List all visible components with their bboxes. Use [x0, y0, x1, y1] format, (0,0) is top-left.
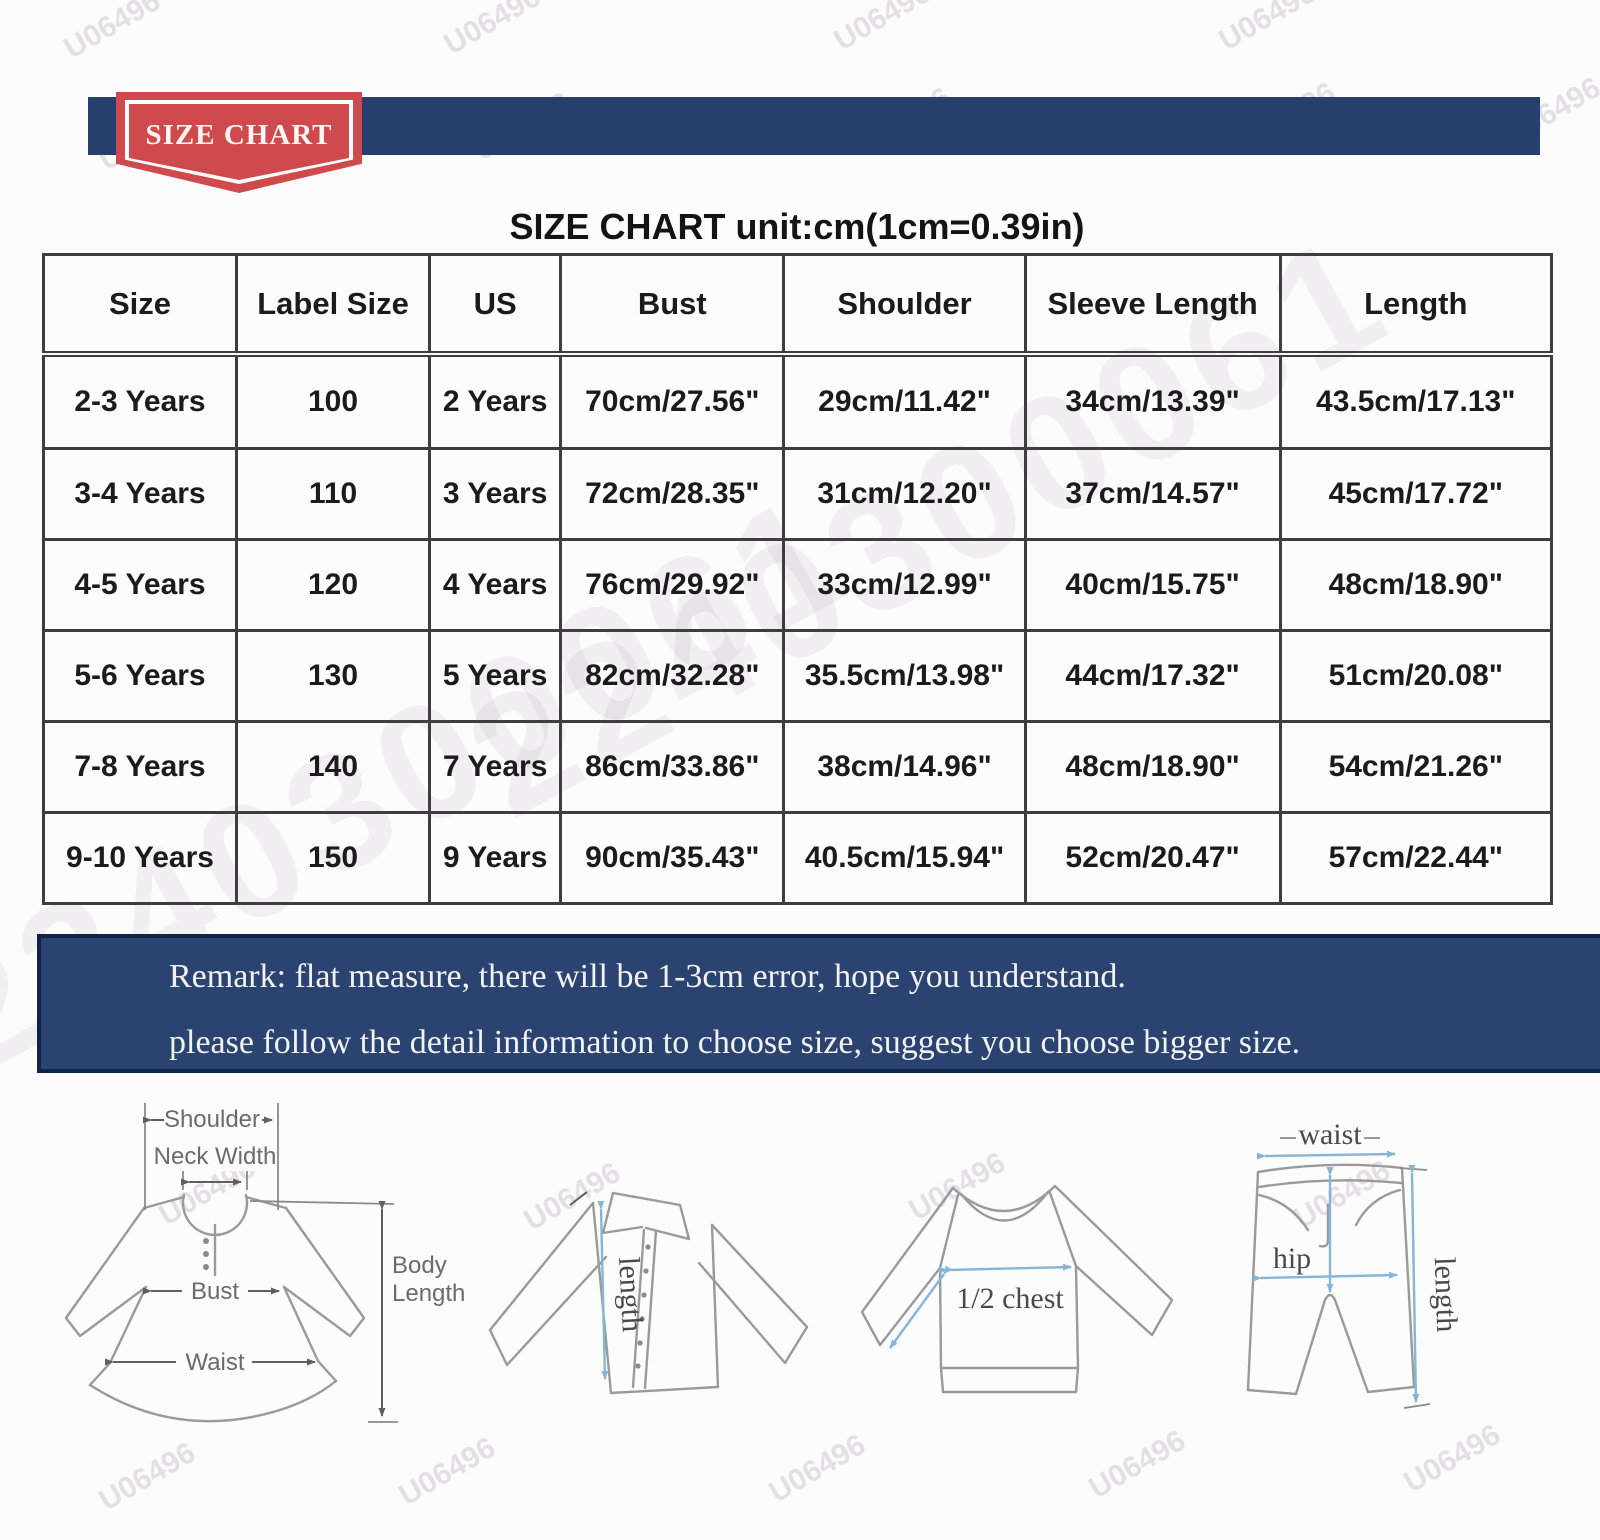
- table-cell: 5-6 Years: [41, 629, 239, 724]
- table-row: 4-5 Years 120 4 Years 76cm/29.92" 33cm/12.99…: [41, 538, 1553, 633]
- table-cell: 44cm/17.32": [1023, 629, 1282, 724]
- dress-bust-label: Bust: [191, 1278, 239, 1305]
- sweater-measure-diagram: 1/2 chest: [860, 1184, 1174, 1394]
- remark-banner: Remark: flat measure, there will be 1-3c…: [37, 934, 1600, 1073]
- table-cell: 38cm/14.96": [782, 720, 1027, 814]
- table-cell: 51cm/20.08": [1278, 629, 1553, 724]
- table-cell: 7 Years: [428, 720, 563, 814]
- table-cell: 57cm/22.44": [1278, 810, 1553, 906]
- column-header: Bust: [559, 253, 786, 357]
- table-cell: 72cm/28.35": [559, 447, 786, 542]
- table-cell: 120: [235, 538, 432, 633]
- column-header: Size: [41, 253, 239, 357]
- table-cell: 35.5cm/13.98": [782, 629, 1027, 724]
- table-cell: 34cm/13.39": [1023, 352, 1282, 451]
- table-cell: 3 Years: [428, 447, 563, 542]
- table-cell: 48cm/18.90": [1023, 720, 1282, 814]
- column-header: US: [428, 253, 563, 357]
- size-chart-ribbon: SIZE CHART: [116, 92, 362, 193]
- shirt-length-label: length: [612, 1256, 649, 1333]
- pants-arrows: [1252, 1150, 1420, 1403]
- table-cell: 7-8 Years: [41, 720, 239, 814]
- table-cell: 4 Years: [428, 538, 563, 633]
- table-cell: 150: [235, 810, 432, 906]
- watermark: U06496: [828, 0, 937, 58]
- column-header: Length: [1278, 253, 1553, 357]
- table-cell: 140: [235, 720, 432, 814]
- size-table-header-row: Size Label Size US Bust Shoulder Sleeve Lengt…: [41, 253, 1553, 357]
- table-cell: 90cm/35.43": [559, 810, 786, 906]
- table-cell: 130: [235, 629, 432, 724]
- table-row: 7-8 Years 140 7 Years 86cm/33.86" 38cm/14.96…: [41, 720, 1553, 814]
- shirt-length-arrow: [597, 1200, 609, 1380]
- table-cell: 31cm/12.20": [782, 447, 1027, 542]
- pants-hip-label: hip: [1273, 1242, 1311, 1275]
- page-title: SIZE CHART unit:cm(1cm=0.39in): [509, 206, 1085, 247]
- dress-outline: [64, 1193, 366, 1423]
- table-cell: 2 Years: [428, 352, 563, 451]
- remark-line-1: Remark: flat measure, there will be 1-3c…: [169, 958, 1126, 995]
- table-row: 3-4 Years 110 3 Years 72cm/28.35" 31cm/12.20…: [41, 447, 1553, 542]
- column-header: Shoulder: [782, 253, 1027, 357]
- pants-waist-label: waist: [1298, 1118, 1362, 1151]
- table-cell: 54cm/21.26": [1278, 720, 1553, 814]
- watermark: U06496: [763, 1428, 872, 1510]
- table-row: 2-3 Years 100 2 Years 70cm/27.56" 29cm/11.42…: [41, 352, 1553, 451]
- remark-line-2: please follow the detail information to …: [169, 1024, 1301, 1061]
- table-cell: 40cm/15.75": [1023, 538, 1282, 633]
- ribbon-label: SIZE CHART: [145, 118, 333, 151]
- ribbon-inner: SIZE CHART: [129, 104, 349, 180]
- table-cell: 76cm/29.92": [559, 538, 786, 633]
- table-cell: 4-5 Years: [41, 538, 239, 633]
- size-table: Size Label Size US Bust Shoulder Sleeve Lengt…: [41, 253, 1553, 906]
- dress-shoulder-label: Shoulder: [164, 1106, 260, 1133]
- dress-body-length-label: Body Length: [392, 1252, 465, 1307]
- table-cell: 40.5cm/15.94": [782, 810, 1027, 906]
- sweater-arrows: [889, 1263, 1072, 1349]
- dress-measure-diagram: Shoulder Neck Width Bust Waist Body Leng…: [64, 1103, 465, 1423]
- table-cell: 3-4 Years: [41, 447, 239, 542]
- table-cell: 86cm/33.86": [559, 720, 786, 814]
- table-cell: 5 Years: [428, 629, 563, 724]
- column-header: Sleeve Length: [1023, 253, 1282, 357]
- table-cell: 33cm/12.99": [782, 538, 1027, 633]
- table-row: 9-10 Years 150 9 Years 90cm/35.43" 40.5cm/15…: [41, 810, 1553, 906]
- table-cell: 29cm/11.42": [782, 352, 1027, 451]
- table-row: 5-6 Years 130 5 Years 82cm/32.28" 35.5cm/13.…: [41, 629, 1553, 724]
- pants-length-label: length: [1428, 1257, 1464, 1333]
- table-cell: 9 Years: [428, 810, 563, 906]
- watermark: U06496: [438, 0, 547, 62]
- table-cell: 45cm/17.72": [1278, 447, 1553, 542]
- table-cell: 37cm/14.57": [1023, 447, 1282, 542]
- shirt-outline: [488, 1191, 809, 1395]
- table-cell: 43.5cm/17.13": [1278, 352, 1553, 451]
- dress-neck-width-label: Neck Width: [154, 1143, 277, 1170]
- size-table-body: 2-3 Years 100 2 Years 70cm/27.56" 29cm/11.42…: [41, 352, 1553, 906]
- dress-arrows: [105, 1103, 398, 1423]
- watermark: U06496: [58, 0, 167, 66]
- table-cell: 110: [235, 447, 432, 542]
- sweater-half-chest-label: 1/2 chest: [956, 1282, 1064, 1315]
- shirt-measure-diagram: length: [488, 1191, 809, 1395]
- pants-measure-diagram: waist hip length: [1246, 1118, 1464, 1409]
- dress-waist-label: Waist: [185, 1349, 244, 1376]
- table-cell: 48cm/18.90": [1278, 538, 1553, 633]
- table-cell: 52cm/20.47": [1023, 810, 1282, 906]
- table-cell: 9-10 Years: [41, 810, 239, 906]
- watermark: U06496: [1083, 1424, 1192, 1506]
- table-cell: 100: [235, 352, 432, 451]
- table-cell: 70cm/27.56": [559, 352, 786, 451]
- column-header: Label Size: [235, 253, 432, 357]
- watermark: U06496: [1213, 0, 1322, 58]
- table-cell: 2-3 Years: [41, 352, 239, 451]
- table-cell: 82cm/32.28": [559, 629, 786, 724]
